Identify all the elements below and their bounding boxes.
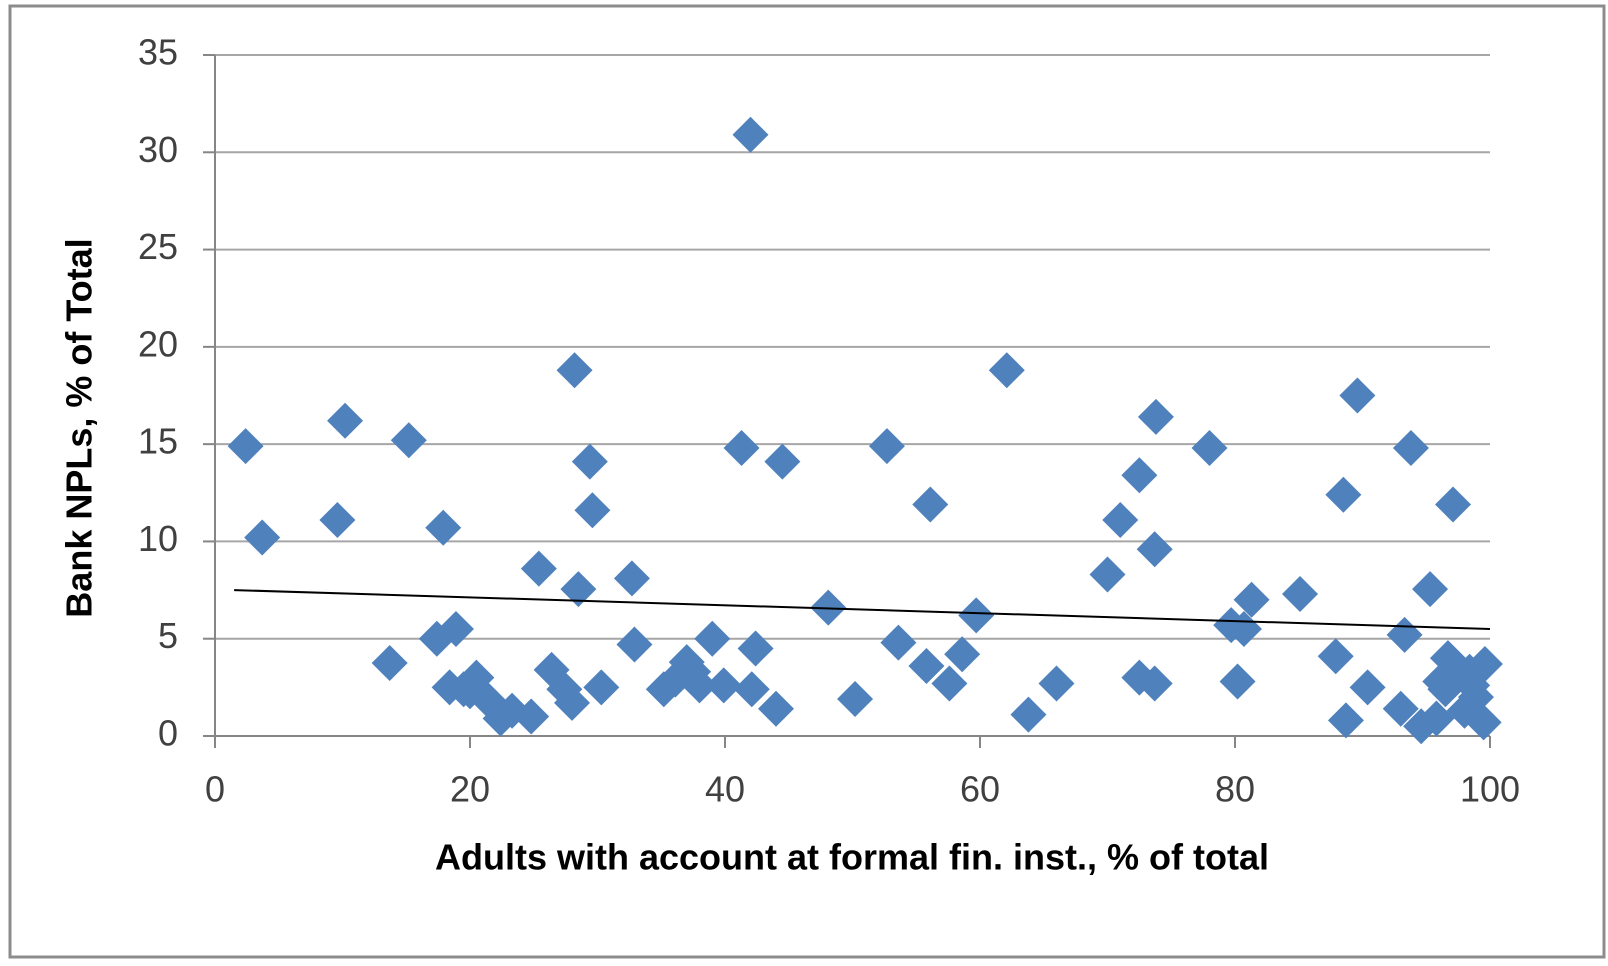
data-point bbox=[1418, 700, 1455, 737]
data-point bbox=[227, 428, 264, 465]
data-point bbox=[1465, 704, 1502, 741]
data-point bbox=[1451, 653, 1488, 690]
data-point bbox=[1225, 610, 1262, 647]
data-point bbox=[1327, 702, 1364, 739]
data-point bbox=[1136, 531, 1173, 568]
data-point bbox=[556, 352, 593, 389]
data-point bbox=[758, 690, 794, 727]
data-point bbox=[868, 428, 905, 465]
data-point bbox=[1282, 575, 1319, 612]
data-point bbox=[327, 402, 364, 439]
data-point bbox=[1233, 581, 1270, 618]
data-point bbox=[560, 571, 597, 608]
data-point bbox=[732, 116, 769, 153]
x-tick-label: 0 bbox=[205, 769, 225, 810]
data-point bbox=[574, 492, 611, 529]
data-point bbox=[613, 560, 650, 597]
data-point bbox=[723, 430, 760, 467]
data-point bbox=[437, 610, 474, 647]
y-axis-title: Bank NPLs, % of Total bbox=[59, 238, 100, 617]
data-point bbox=[931, 665, 968, 702]
data-point bbox=[1121, 457, 1158, 494]
data-point bbox=[1427, 671, 1464, 708]
data-point bbox=[371, 645, 408, 682]
data-point bbox=[1349, 669, 1386, 706]
x-tick-label: 80 bbox=[1215, 769, 1255, 810]
data-point bbox=[583, 669, 620, 706]
data-point bbox=[1010, 696, 1047, 733]
data-point bbox=[764, 443, 801, 480]
y-tick-label: 25 bbox=[138, 226, 178, 267]
y-tick-label: 30 bbox=[138, 129, 178, 170]
data-point bbox=[1339, 377, 1376, 414]
data-point bbox=[1102, 502, 1139, 539]
data-point bbox=[1325, 476, 1362, 513]
data-point bbox=[1382, 690, 1419, 727]
data-point bbox=[1136, 665, 1173, 702]
x-tick-label: 40 bbox=[705, 769, 745, 810]
y-tick-label: 20 bbox=[138, 323, 178, 364]
data-point bbox=[733, 671, 770, 708]
data-point bbox=[958, 597, 995, 634]
data-point bbox=[988, 352, 1025, 389]
data-point bbox=[1435, 486, 1472, 523]
x-axis-title: Adults with account at formal fin. inst.… bbox=[435, 837, 1269, 878]
data-point bbox=[681, 667, 718, 704]
y-tick-label: 10 bbox=[138, 518, 178, 559]
y-tick-label: 5 bbox=[158, 615, 178, 656]
data-point bbox=[1219, 663, 1256, 700]
data-point bbox=[912, 486, 949, 523]
data-point bbox=[1392, 430, 1429, 467]
y-tick-label: 0 bbox=[158, 713, 178, 754]
data-point bbox=[319, 502, 356, 539]
data-point bbox=[513, 698, 550, 735]
y-tick-label: 15 bbox=[138, 421, 178, 462]
data-point bbox=[837, 681, 874, 718]
data-point bbox=[1317, 638, 1354, 675]
data-point bbox=[244, 519, 281, 556]
y-tick-label: 35 bbox=[138, 32, 178, 73]
data-point bbox=[737, 630, 774, 667]
data-point bbox=[571, 443, 608, 480]
data-point bbox=[1038, 665, 1075, 702]
data-point bbox=[1137, 398, 1174, 435]
data-point bbox=[694, 620, 731, 657]
x-tick-label: 20 bbox=[450, 769, 490, 810]
x-tick-label: 100 bbox=[1460, 769, 1520, 810]
data-point bbox=[944, 636, 981, 673]
data-point bbox=[1089, 556, 1126, 593]
data-point bbox=[880, 624, 917, 661]
data-point bbox=[425, 509, 462, 546]
data-point bbox=[908, 647, 945, 684]
data-point bbox=[1191, 430, 1228, 467]
data-point bbox=[616, 626, 653, 663]
x-tick-label: 60 bbox=[960, 769, 1000, 810]
data-point bbox=[390, 422, 427, 459]
data-point bbox=[520, 550, 557, 587]
data-point bbox=[1412, 571, 1449, 608]
data-point bbox=[554, 684, 590, 721]
trend-line bbox=[234, 589, 1491, 630]
data-point bbox=[705, 667, 742, 704]
chart-frame bbox=[8, 4, 1606, 959]
